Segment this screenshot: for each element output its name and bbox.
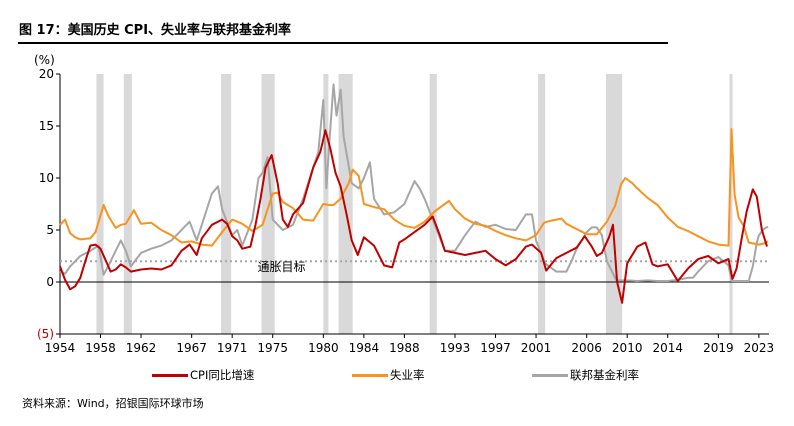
x-tick-label-2: 1962 xyxy=(126,341,157,355)
y-tick-label-5: 20 xyxy=(39,67,54,81)
y-tick-label-1: 0 xyxy=(46,275,54,289)
x-tick-label-0: 1954 xyxy=(45,341,76,355)
x-tick-label-6: 1980 xyxy=(308,341,339,355)
legend-label-cpi: CPI同比增速 xyxy=(190,368,255,382)
legend-label-fed-funds: 联邦基金利率 xyxy=(570,368,639,382)
fed-funds-line xyxy=(59,83,769,282)
recession-band-5 xyxy=(338,74,353,334)
title-underline xyxy=(18,42,668,44)
y-tick-label-2: 5 xyxy=(46,223,54,237)
recession-band-9 xyxy=(729,74,733,334)
legend-swatch-unemployment xyxy=(352,374,388,377)
figure-title: 图 17：美国历史 CPI、失业率与联邦基金利率 xyxy=(19,23,292,38)
legend-swatch-fed-funds xyxy=(532,374,568,377)
y-tick-label-0: (5) xyxy=(37,327,54,341)
recession-band-1 xyxy=(123,74,132,334)
legend-swatch-cpi xyxy=(152,374,188,377)
x-tick-label-4: 1971 xyxy=(217,341,248,355)
recession-shading-group xyxy=(96,74,733,334)
legend-item-cpi: CPI同比增速 xyxy=(152,367,254,383)
x-tick-label-16: 2023 xyxy=(744,341,775,355)
x-tick-label-12: 2006 xyxy=(571,341,602,355)
annotation-inflation-target: 通胀目标 xyxy=(258,260,306,274)
x-tick-label-7: 1984 xyxy=(349,341,380,355)
x-tick-label-9: 1993 xyxy=(440,341,471,355)
recession-band-3 xyxy=(261,74,275,334)
unemployment-line xyxy=(59,128,769,247)
y-tick-label-3: 10 xyxy=(39,171,54,185)
cpi-line xyxy=(59,129,768,304)
x-tick-label-13: 2010 xyxy=(612,341,643,355)
recession-band-7 xyxy=(538,74,546,334)
x-tick-label-10: 1997 xyxy=(480,341,511,355)
recession-band-0 xyxy=(96,74,104,334)
x-tick-label-15: 2019 xyxy=(703,341,734,355)
x-tick-label-11: 2001 xyxy=(521,341,552,355)
x-tick-label-3: 1967 xyxy=(176,341,207,355)
axes-group: (5) 0 5 10 15 20(%) 1954 1958 1962 1967 1971 1975 19… xyxy=(34,53,774,355)
x-tick-label-1: 1958 xyxy=(85,341,116,355)
recession-band-2 xyxy=(221,74,232,334)
x-tick-label-8: 1988 xyxy=(389,341,420,355)
legend-label-unemployment: 失业率 xyxy=(390,368,425,382)
legend-item-fed-funds: 联邦基金利率 xyxy=(532,367,639,383)
series-group xyxy=(59,83,769,304)
recession-band-6 xyxy=(429,74,437,334)
x-tick-label-14: 2014 xyxy=(652,341,683,355)
x-tick-label-5: 1975 xyxy=(257,341,288,355)
source-note: 资料来源：Wind，招银国际环球市场 xyxy=(22,397,204,410)
y-axis-unit: (%) xyxy=(34,53,55,67)
legend-item-unemployment: 失业率 xyxy=(352,367,425,383)
y-tick-label-4: 15 xyxy=(39,119,54,133)
